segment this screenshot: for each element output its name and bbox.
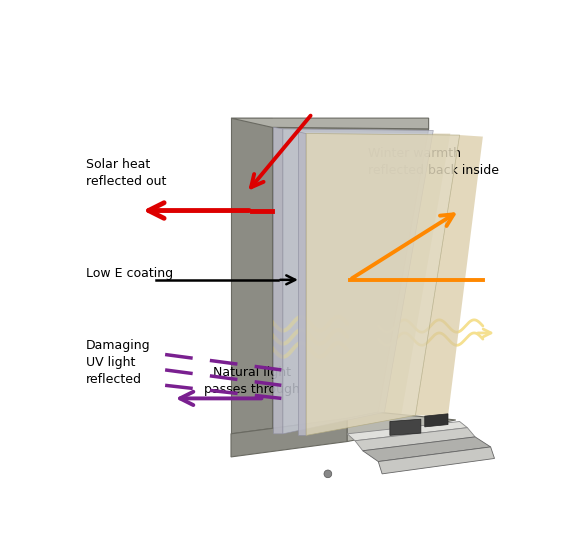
Polygon shape	[272, 127, 429, 434]
Polygon shape	[283, 129, 433, 434]
Circle shape	[324, 470, 332, 478]
Polygon shape	[231, 419, 347, 457]
Polygon shape	[390, 419, 421, 435]
Text: Low E coating: Low E coating	[86, 267, 173, 280]
Polygon shape	[425, 414, 448, 427]
Text: Winter warmth
reflected back inside: Winter warmth reflected back inside	[368, 147, 499, 176]
Polygon shape	[415, 135, 483, 416]
Polygon shape	[298, 132, 306, 435]
Polygon shape	[231, 118, 272, 434]
Polygon shape	[347, 421, 467, 441]
Polygon shape	[363, 437, 490, 461]
Text: Damaging
UV light
reflected: Damaging UV light reflected	[86, 339, 151, 386]
Polygon shape	[231, 412, 379, 434]
Polygon shape	[300, 132, 450, 435]
Polygon shape	[355, 427, 475, 451]
Polygon shape	[273, 127, 283, 434]
Text: Solar heat
reflected out: Solar heat reflected out	[86, 158, 166, 188]
Polygon shape	[347, 412, 456, 442]
Polygon shape	[231, 118, 429, 129]
Polygon shape	[306, 134, 460, 435]
Polygon shape	[379, 447, 494, 474]
Text: Natural light
passes through: Natural light passes through	[204, 366, 300, 396]
